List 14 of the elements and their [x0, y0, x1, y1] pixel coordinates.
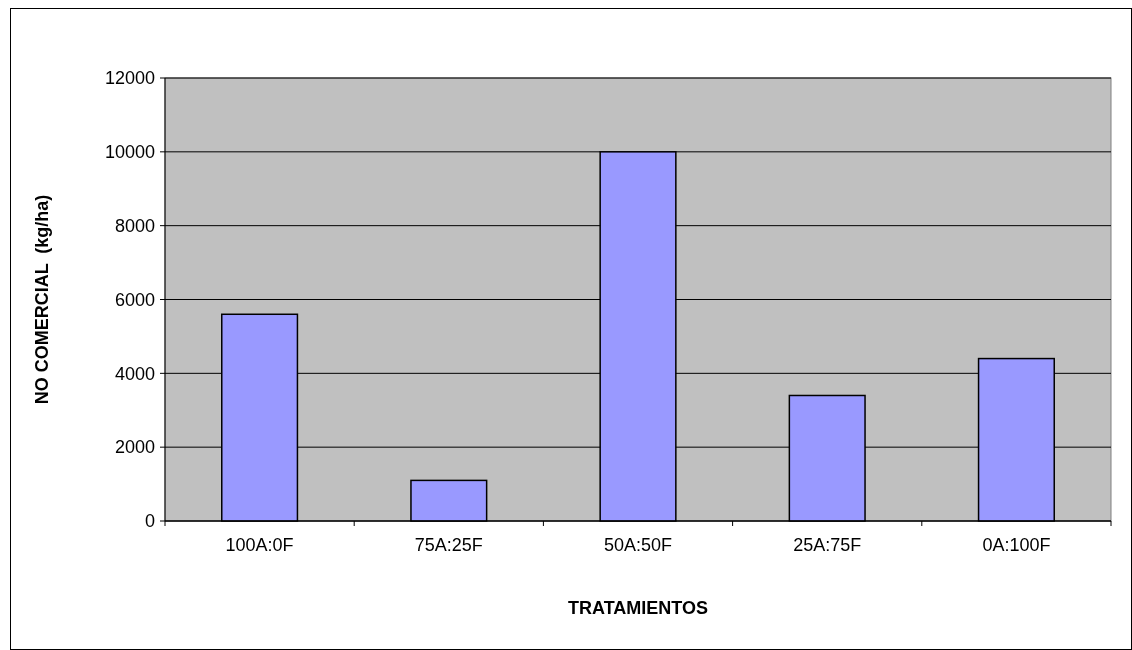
y-tick-label: 6000 — [114, 289, 155, 310]
x-tick-label: 100A:0F — [225, 535, 294, 555]
x-axis-title: TRATAMIENTOS — [568, 598, 708, 618]
y-tick-label: 10000 — [104, 142, 155, 163]
y-tick-label: 8000 — [114, 215, 155, 236]
y-axis-title: NO COMERCIAL (kg/ha) — [32, 194, 52, 405]
x-tick-label: 50A:50F — [603, 535, 673, 555]
x-tick-label: 0A:100F — [982, 535, 1051, 555]
y-tick-label: 2000 — [114, 437, 155, 458]
y-tick-label: 12000 — [104, 68, 155, 89]
y-tick-label: 0 — [144, 511, 155, 532]
x-tick-label: 25A:75F — [793, 535, 862, 555]
x-tick-label: 75A:25F — [414, 535, 483, 555]
y-tick-label: 4000 — [114, 363, 155, 384]
